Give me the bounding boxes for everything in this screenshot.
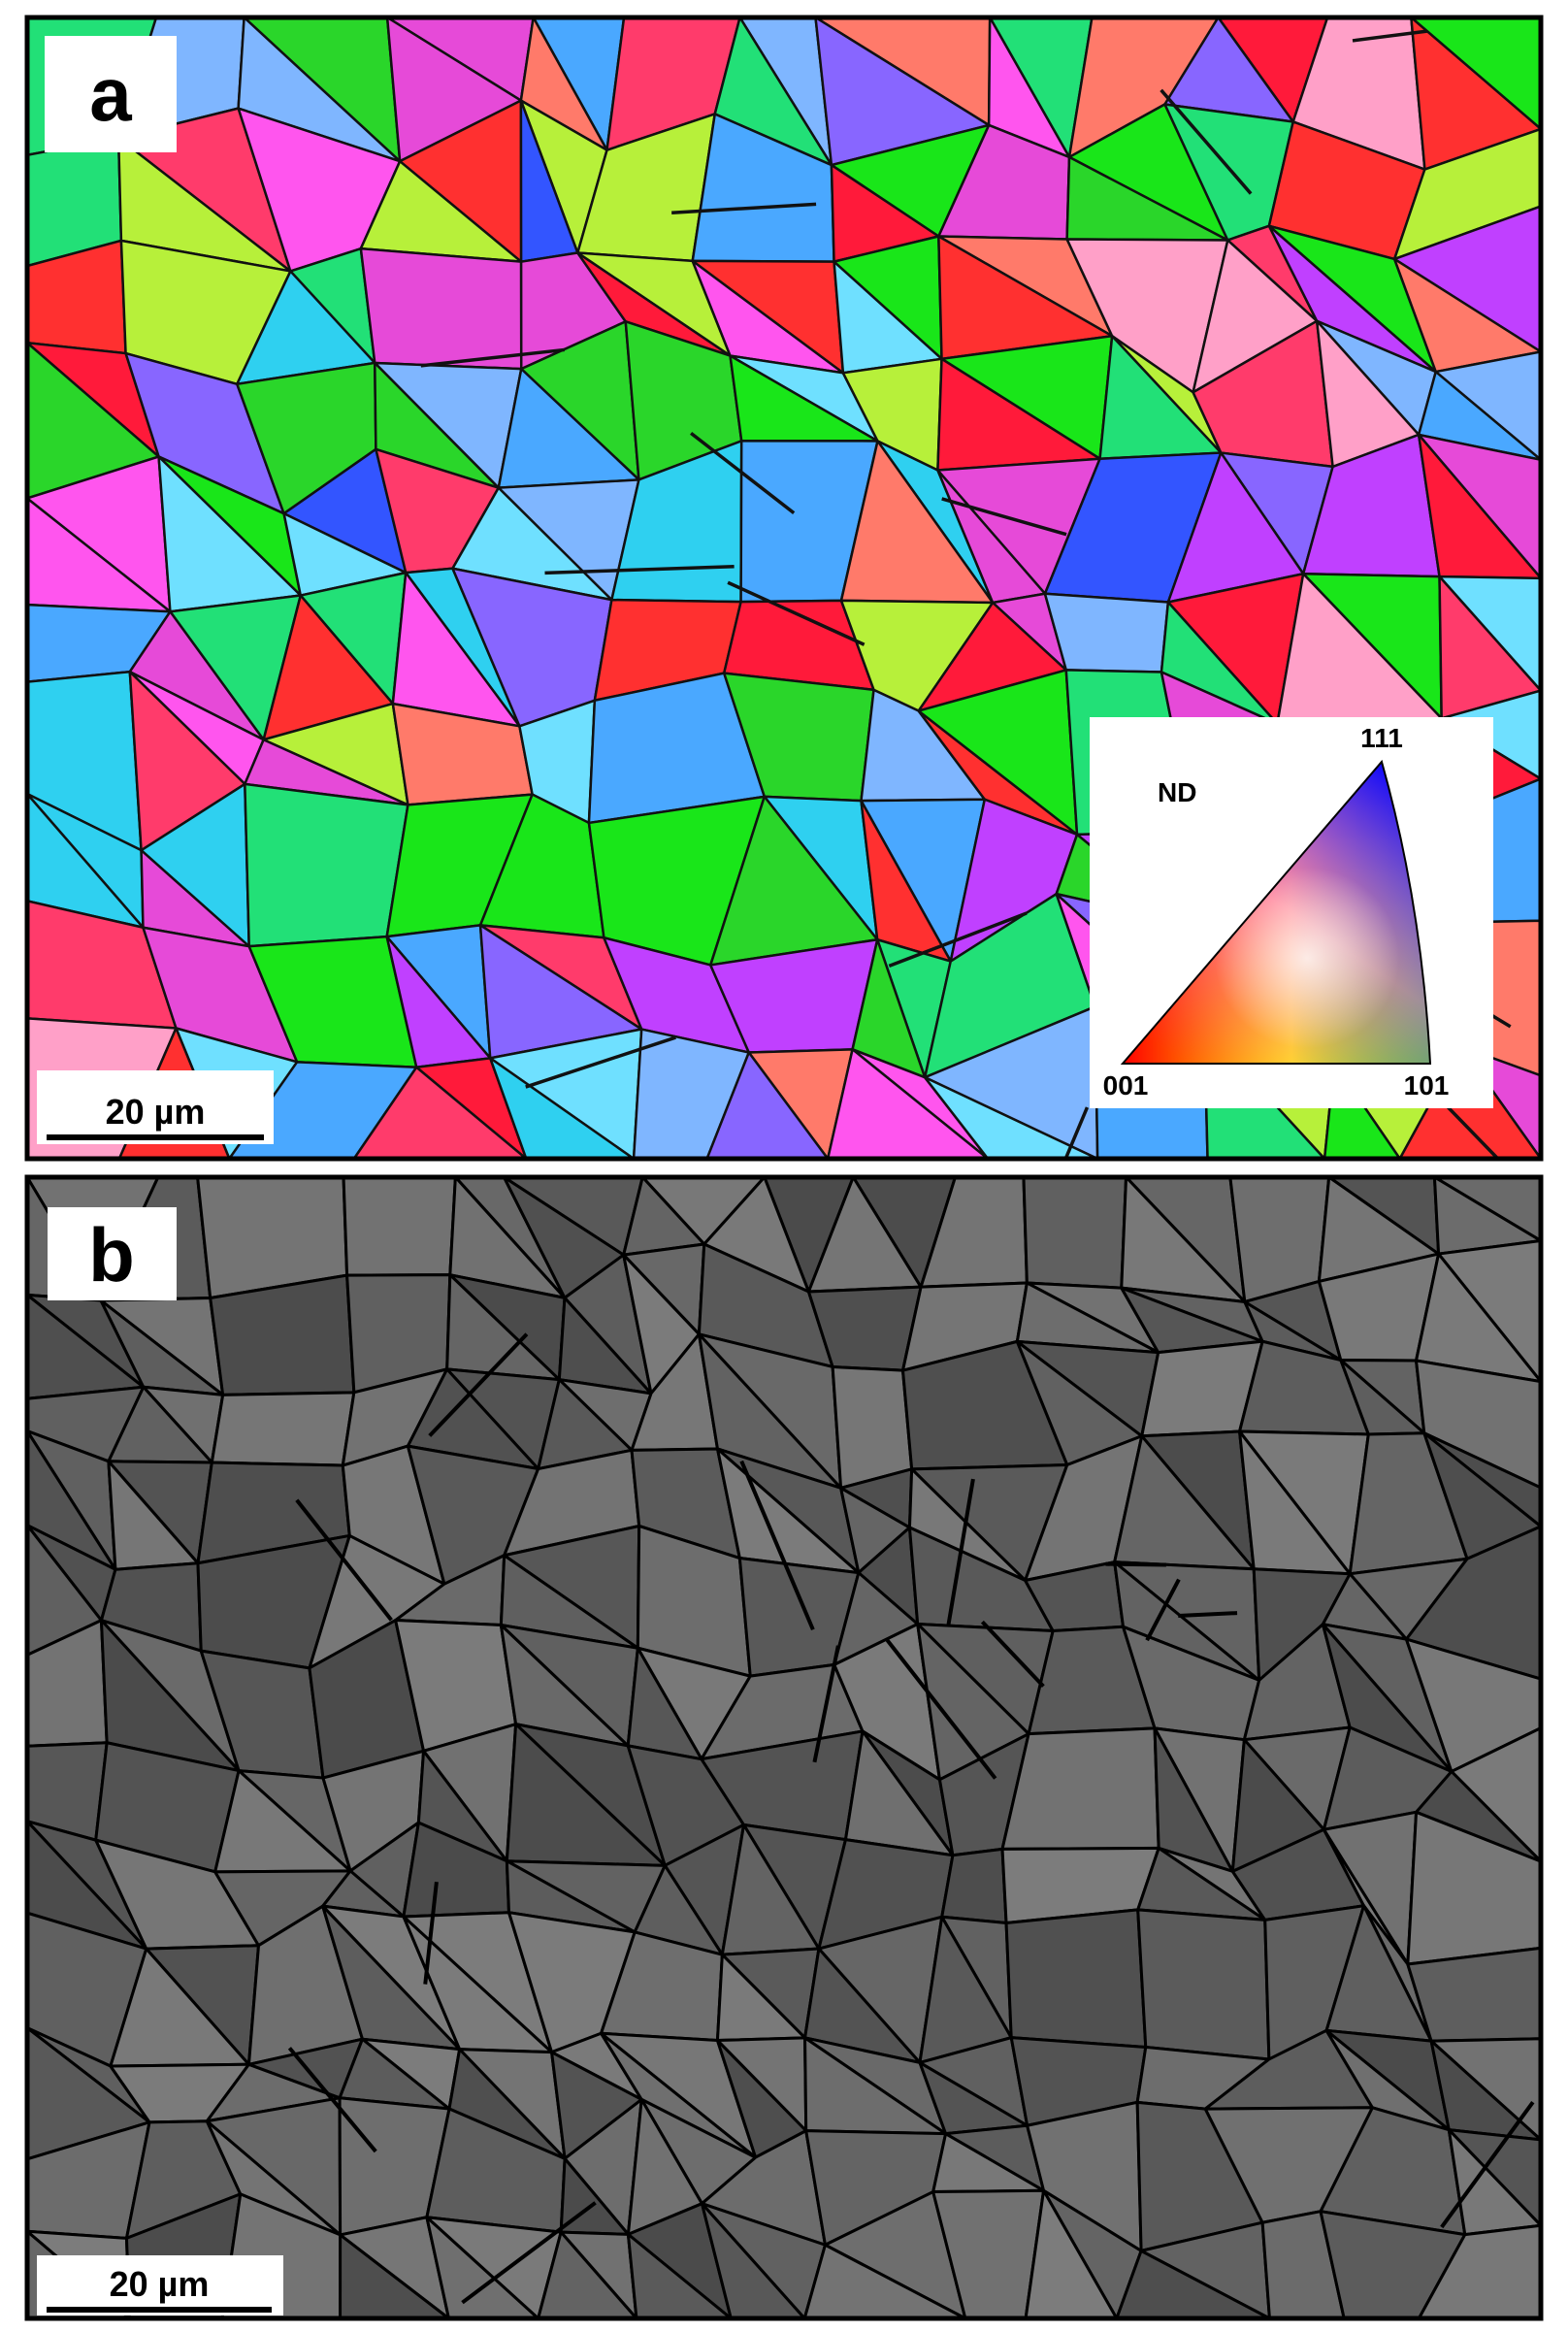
label-box [45,36,177,152]
grain [488,1057,636,1159]
panel-label: b [88,1212,135,1297]
grain [1415,1359,1541,1490]
scale-bar-box [37,2255,283,2316]
twin-boundary [287,2047,377,2153]
grain [1022,1177,1128,1290]
label-box [48,1207,177,1300]
twin-boundary [946,1478,975,1626]
scale-bar-label: 20 µm [106,1092,206,1132]
twin-boundary [812,1645,840,1763]
twin-boundary [1178,1611,1238,1619]
twin-boundary [1145,1578,1181,1642]
panel-frame [24,1174,1544,2321]
twin-boundary [295,1498,393,1622]
grain [210,1391,356,1467]
grain [1406,1810,1541,1966]
grain [1404,1525,1541,1681]
legend-corner: 111 [1360,723,1403,753]
grain [1024,2188,1119,2318]
twin-boundary [544,564,735,575]
twin-boundary [428,1332,529,1437]
panel-frame [24,15,1544,1162]
grain [1417,2223,1541,2318]
grain [1404,1637,1541,1773]
grain [425,2216,540,2318]
twin-boundary [690,431,796,514]
grain [931,2188,1046,2318]
panel-label: a [89,51,132,137]
grain [1392,127,1541,261]
scale-bar-label: 20 µm [110,2264,210,2304]
ipf-legend: ND 111 001 101 [1090,717,1493,1108]
grain [1319,2210,1467,2318]
twin-boundary [727,580,866,646]
grain [923,1075,1099,1159]
grain [352,1066,528,1159]
twin-boundary [423,1881,439,1985]
twin-boundary [671,202,817,214]
grain [802,2243,967,2318]
twin-boundary [525,1035,676,1089]
grain [826,1048,990,1159]
grain [626,2232,733,2318]
ipf-triangle-outline [1120,759,1432,1065]
band-contrast-map [27,1177,1541,2318]
legend-corner: 101 [1404,1070,1450,1100]
twin-boundary [461,2201,597,2305]
grain [359,246,523,371]
grain [209,1273,356,1396]
twin-boundary [980,1620,1045,1688]
grain [1043,592,1170,673]
twin-boundary [1105,1561,1166,1567]
grain [1115,2249,1271,2318]
twin-boundary [885,1638,997,1780]
grain [342,1177,457,1277]
twin-boundary [739,1460,815,1631]
grain [1136,1908,1271,2061]
twin-boundary [1352,29,1427,43]
twin-boundary [1160,88,1253,195]
grain [1004,1908,1148,2049]
twin-boundary [1063,1106,1090,1159]
grain [632,1028,751,1159]
grain [1406,1946,1541,2043]
scale-bar-box [37,1070,274,1144]
twin-boundary [941,497,1067,537]
grain [705,1051,830,1159]
twin-boundary [420,347,565,368]
grain [700,2202,806,2318]
grain [940,1847,1008,1925]
grain [537,2230,638,2318]
grain [831,1364,914,1490]
grain [1000,1726,1160,1851]
grain [339,2233,450,2318]
grain [244,782,409,948]
legend-title: ND [1158,777,1196,807]
twin-boundary [888,911,1028,969]
grain [1260,2210,1346,2318]
legend-corner: 001 [1103,1070,1149,1100]
twin-boundary [1440,2100,1535,2229]
